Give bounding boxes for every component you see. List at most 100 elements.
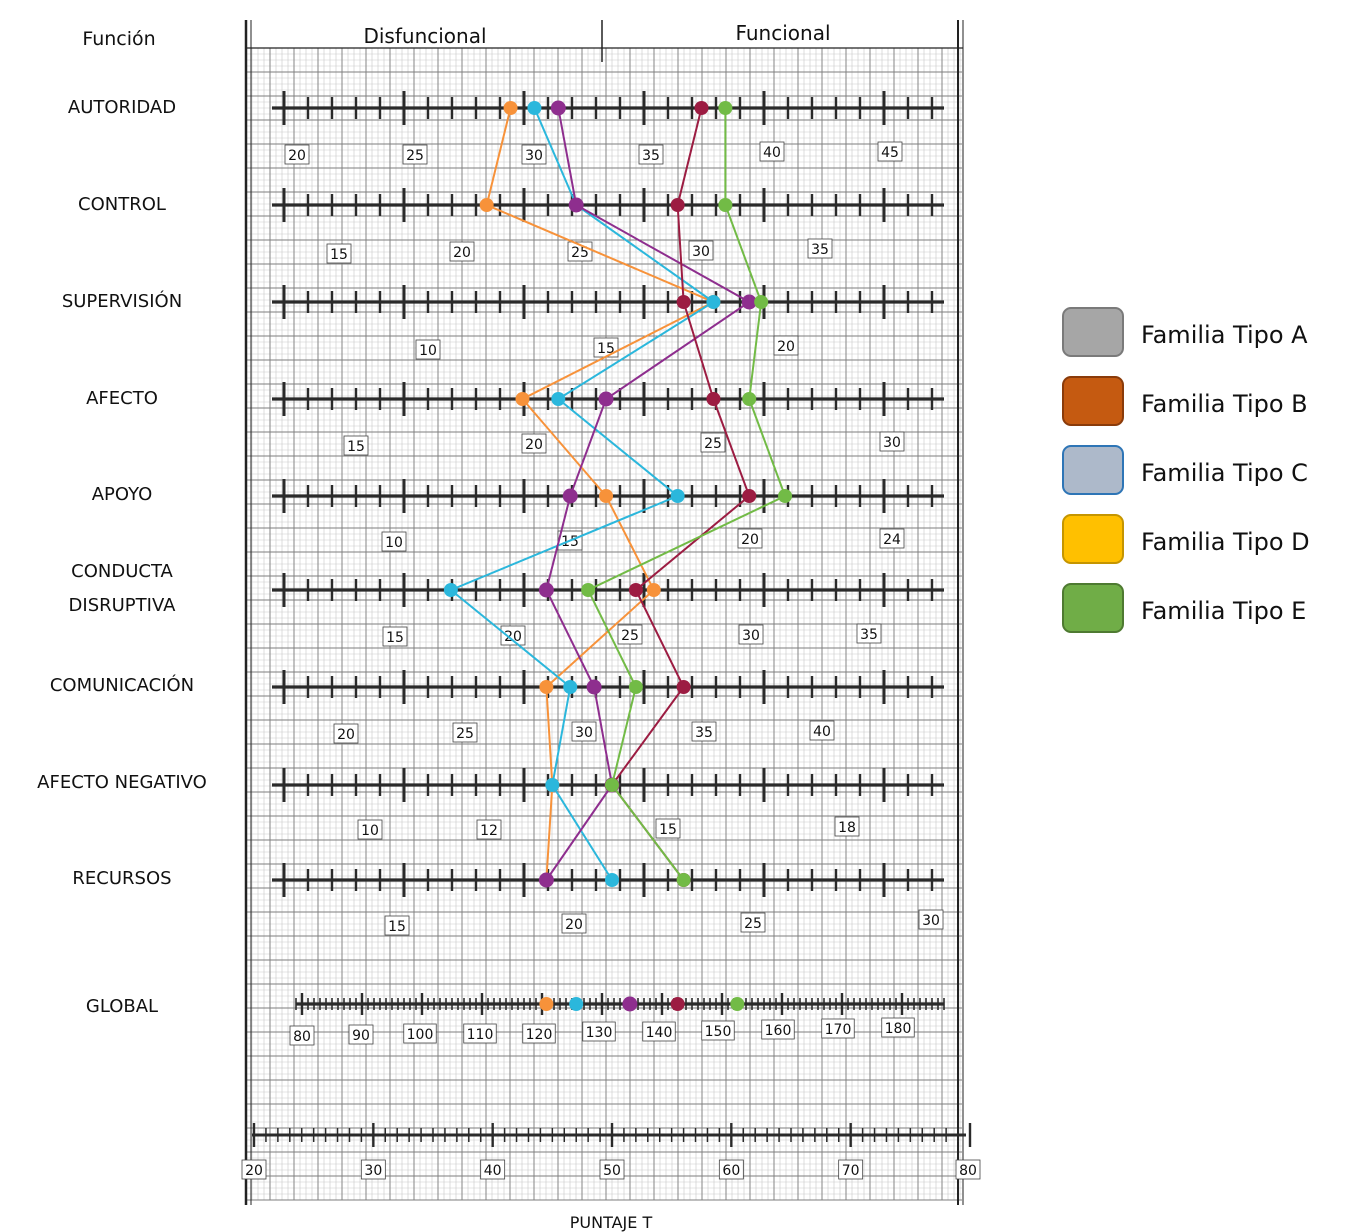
tick-label: 18 xyxy=(838,820,856,836)
legend-swatch xyxy=(1062,445,1124,495)
tick-label: 50 xyxy=(603,1163,621,1179)
tick-label: 130 xyxy=(586,1025,613,1041)
series-point xyxy=(527,101,542,115)
tick-label: 30 xyxy=(364,1163,382,1179)
tick-label: 24 xyxy=(883,532,901,548)
series-point xyxy=(718,198,733,212)
tick-label: 15 xyxy=(330,247,348,263)
tick-labels: 20 25 30 35 40 45 15 20 25 30 35 10 15 20 15 20 25 30 10 15… xyxy=(241,141,981,1180)
tick-label: 30 xyxy=(883,435,901,451)
row-label: APOYO xyxy=(92,484,153,505)
tick-label: 30 xyxy=(575,725,593,741)
tick-label: 10 xyxy=(419,343,437,359)
tick-label: 120 xyxy=(526,1027,553,1043)
series-point xyxy=(646,583,661,597)
series-point xyxy=(563,680,578,694)
series-point xyxy=(539,680,554,694)
series-point xyxy=(569,997,584,1011)
tick-label: 30 xyxy=(692,244,710,260)
tick-label: 30 xyxy=(922,913,940,929)
series-point xyxy=(443,583,458,597)
series-point xyxy=(718,101,733,115)
row-label: RECURSOS xyxy=(72,868,171,889)
tick-label: 15 xyxy=(386,630,404,646)
series-lines xyxy=(443,100,793,1012)
series-point xyxy=(538,582,554,598)
series-point xyxy=(550,100,566,116)
series-point xyxy=(598,391,614,407)
tick-label: 15 xyxy=(561,534,579,550)
series-point xyxy=(676,873,691,887)
legend-label: Familia Tipo B xyxy=(1141,390,1308,418)
series-point xyxy=(706,295,721,309)
legend-swatch xyxy=(1062,307,1124,357)
series-point xyxy=(628,680,643,694)
legend-swatch xyxy=(1062,376,1124,426)
row-label: AFECTO xyxy=(86,388,158,409)
series-point xyxy=(742,392,757,406)
series-point xyxy=(676,680,691,694)
tick-label: 10 xyxy=(385,535,403,551)
legend-label: Familia Tipo A xyxy=(1141,321,1308,349)
tick-label: 25 xyxy=(621,628,639,644)
series-point xyxy=(730,997,745,1011)
series-point xyxy=(742,489,757,503)
legend-label: Familia Tipo C xyxy=(1141,459,1308,487)
tick-label: 20 xyxy=(777,339,795,355)
tick-label: 40 xyxy=(763,145,781,161)
header-function-label: Función xyxy=(82,28,155,50)
tick-label: 12 xyxy=(480,823,498,839)
tick-label: 20 xyxy=(245,1163,263,1179)
series-point xyxy=(599,489,614,503)
grid-paper xyxy=(244,20,964,1205)
tick-label: 100 xyxy=(407,1027,434,1043)
tick-label: 15 xyxy=(597,341,615,357)
tick-label: 160 xyxy=(765,1023,792,1039)
tick-label: 25 xyxy=(456,726,474,742)
row-label: COMUNICACIÓN xyxy=(50,674,194,696)
series-point xyxy=(551,392,566,406)
tick-label: 15 xyxy=(659,822,677,838)
tick-label: 25 xyxy=(744,916,762,932)
header-funcional-label: Funcional xyxy=(735,21,830,45)
series-point xyxy=(479,198,494,212)
series-point xyxy=(741,294,757,310)
series-point xyxy=(515,392,530,406)
series-point xyxy=(545,778,560,792)
tick-label: 45 xyxy=(881,145,899,161)
tick-label: 20 xyxy=(741,532,759,548)
tick-label: 20 xyxy=(337,727,355,743)
series-point xyxy=(586,679,602,695)
tick-label: 20 xyxy=(565,917,583,933)
tick-label: 80 xyxy=(959,1163,977,1179)
series-point xyxy=(581,583,596,597)
tick-label: 25 xyxy=(571,245,589,261)
row-labels: AUTORIDAD CONTROL SUPERVISIÓN AFECTO APOYO CO… xyxy=(37,97,207,1017)
series-point xyxy=(568,197,584,213)
tick-label: 20 xyxy=(525,437,543,453)
x-axis-label: PUNTAJE T xyxy=(570,1213,653,1232)
row-label: GLOBAL xyxy=(86,996,158,1017)
tick-label: 140 xyxy=(646,1025,673,1041)
series-point xyxy=(670,997,685,1011)
series-point xyxy=(754,295,769,309)
tick-label: 180 xyxy=(885,1021,912,1037)
series-point xyxy=(694,101,709,115)
series-point xyxy=(622,996,638,1012)
tick-label: 60 xyxy=(722,1163,740,1179)
tick-label: 70 xyxy=(842,1163,860,1179)
row-label: DISRUPTIVA xyxy=(69,595,177,616)
series-point xyxy=(670,489,685,503)
tick-label: 25 xyxy=(406,148,424,164)
tick-label: 35 xyxy=(642,148,660,164)
profile-chart: Función Disfuncional Funcional AUTORIDAD… xyxy=(37,20,981,1232)
tick-label: 80 xyxy=(293,1029,311,1045)
tick-label: 20 xyxy=(504,629,522,645)
tick-label: 20 xyxy=(288,148,306,164)
row-label: CONTROL xyxy=(78,194,166,215)
legend-swatch xyxy=(1062,514,1124,564)
series-point xyxy=(562,488,578,504)
tick-label: 20 xyxy=(453,245,471,261)
tick-label: 35 xyxy=(811,242,829,258)
row-label: SUPERVISIÓN xyxy=(62,290,182,312)
